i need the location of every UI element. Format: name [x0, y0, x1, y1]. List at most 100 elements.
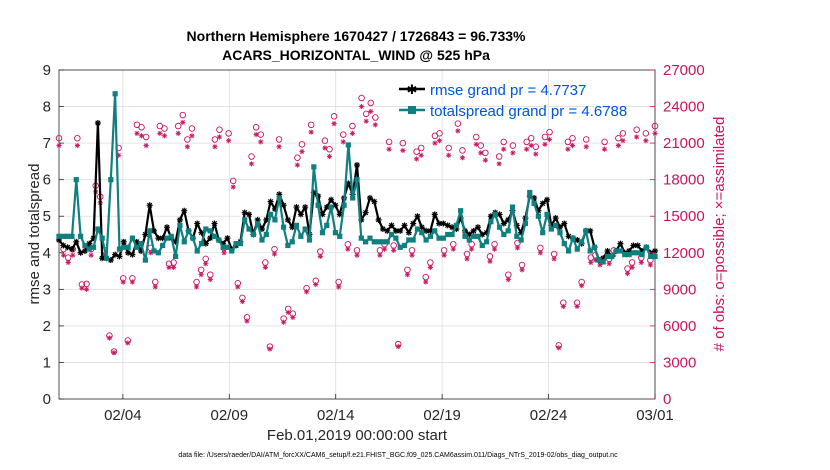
series-rmse-point: [405, 229, 412, 236]
series-spread-point: [570, 235, 576, 241]
series-rmse-point: [155, 235, 162, 242]
obs-assimilated-marker: [83, 286, 90, 292]
obs-assimilated-marker: [423, 279, 429, 285]
obs-assimilated-marker: [381, 246, 388, 252]
obs-possible-marker: [509, 142, 517, 149]
series-spread-point: [77, 233, 84, 239]
y-tick-label-right: 6000: [663, 318, 696, 335]
obs-assimilated-marker: [414, 156, 420, 162]
obs-assimilated-marker: [386, 146, 392, 152]
obs-assimilated-marker: [574, 303, 580, 309]
series-rmse-point: [68, 246, 75, 253]
series-spread-point: [125, 244, 131, 250]
y-tick-label-left: 8: [43, 99, 51, 116]
obs-assimilated-marker: [391, 247, 397, 253]
obs-assimilated-marker: [70, 252, 76, 258]
obs-assimilated-marker: [253, 131, 259, 138]
series-spread-point: [479, 242, 485, 249]
series-rmse-point: [211, 220, 218, 227]
series-spread-point: [345, 142, 351, 148]
y-tick-label-left: 5: [43, 208, 51, 225]
series-rmse-point: [246, 211, 253, 218]
obs-assimilated-marker: [322, 145, 328, 151]
y-axis-left-ticks: 0 1 2 3 4 5 6 7 8 9: [43, 62, 64, 408]
series-rmse-point: [388, 222, 395, 229]
series-rmse-point: [604, 247, 611, 254]
series-spread-point: [108, 177, 114, 183]
obs-possible-marker: [321, 137, 329, 144]
obs-assimilated-marker: [565, 146, 571, 152]
obs-assimilated-marker: [129, 279, 135, 285]
obs-possible-marker: [216, 126, 223, 133]
obs-assimilated-marker: [400, 147, 406, 154]
series-rmse-point: [375, 216, 382, 223]
obs-assimilated-marker: [469, 246, 475, 252]
series-spread-point: [388, 231, 395, 238]
obs-assimilated-marker: [528, 142, 534, 149]
obs-assimilated-marker: [441, 252, 447, 258]
obs-assimilated-marker: [207, 276, 213, 283]
obs-assimilated-marker: [501, 146, 507, 152]
series-spread-point: [471, 233, 477, 239]
series-rmse-point: [297, 211, 304, 218]
obs-assimilated-marker: [624, 270, 631, 277]
series-rmse-point: [284, 216, 291, 223]
series-spread-point: [293, 222, 300, 228]
series-rmse-point: [371, 198, 378, 205]
series-spread-point: [237, 241, 243, 247]
obs-assimilated-marker: [450, 246, 456, 252]
legend: ✱ rmse grand pr = 4.7737 totalspread gra…: [399, 82, 627, 120]
obs-assimilated-marker: [276, 144, 282, 150]
series-rmse-point: [500, 220, 507, 227]
series-spread-point: [566, 248, 572, 254]
series-rmse-point: [617, 240, 624, 247]
obs-possible-marker: [642, 130, 650, 137]
obs-assimilated-marker: [203, 261, 209, 267]
obs-assimilated-marker: [349, 130, 356, 136]
obs-assimilated-marker: [629, 264, 635, 270]
obs-assimilated-marker: [505, 276, 511, 283]
obs-assimilated-marker: [221, 250, 227, 256]
series-spread-point: [609, 253, 615, 260]
series-spread-point: [440, 235, 446, 241]
y-tick-label-left: 1: [43, 354, 51, 371]
series-spread-point: [522, 220, 529, 227]
obs-assimilated-marker: [638, 259, 644, 266]
y-tick-label-left: 9: [43, 62, 51, 79]
series-spread-point: [69, 233, 75, 239]
obs-assimilated-marker: [556, 345, 562, 351]
obs-possible-marker: [372, 114, 379, 121]
obs-assimilated-marker: [317, 253, 323, 260]
series-spread-point: [380, 239, 386, 245]
series-spread-point: [514, 233, 520, 239]
obs-possible-marker: [248, 153, 255, 160]
series-spread-point: [185, 228, 192, 234]
series-rmse-point: [544, 196, 551, 203]
obs-possible-marker: [541, 133, 549, 141]
series-rmse-point: [181, 207, 188, 214]
series-spread-point: [332, 230, 339, 236]
series-spread-point: [328, 204, 334, 210]
obs-assimilated-marker: [404, 272, 411, 278]
obs-assimilated-marker: [120, 279, 126, 285]
obs-possible-marker: [619, 130, 627, 137]
obs-assimilated-marker: [569, 142, 576, 149]
obs-assimilated-marker: [161, 133, 168, 139]
obs-assimilated-marker: [290, 314, 296, 320]
x-axis-label: Feb.01,2019 00:00:00 start: [267, 427, 448, 444]
obs-assimilated-marker: [212, 144, 218, 150]
series-spread-point: [224, 244, 231, 250]
x-tick-label: 02/24: [530, 407, 568, 424]
series-spread-point: [134, 244, 140, 250]
x-tick-label: 02/09: [211, 407, 249, 424]
series-spread-point: [229, 248, 235, 254]
series-spread-point: [449, 231, 455, 238]
obs-possible-marker: [413, 148, 420, 155]
series-spread-point: [216, 237, 222, 243]
obs-assimilated-marker: [138, 133, 145, 139]
obs-possible-marker: [615, 134, 622, 142]
series-spread-point: [509, 204, 516, 210]
obs-possible-marker: [362, 110, 370, 118]
y-axis-left-label: rmse and totalspread: [26, 164, 43, 305]
series-spread-point: [220, 244, 226, 250]
